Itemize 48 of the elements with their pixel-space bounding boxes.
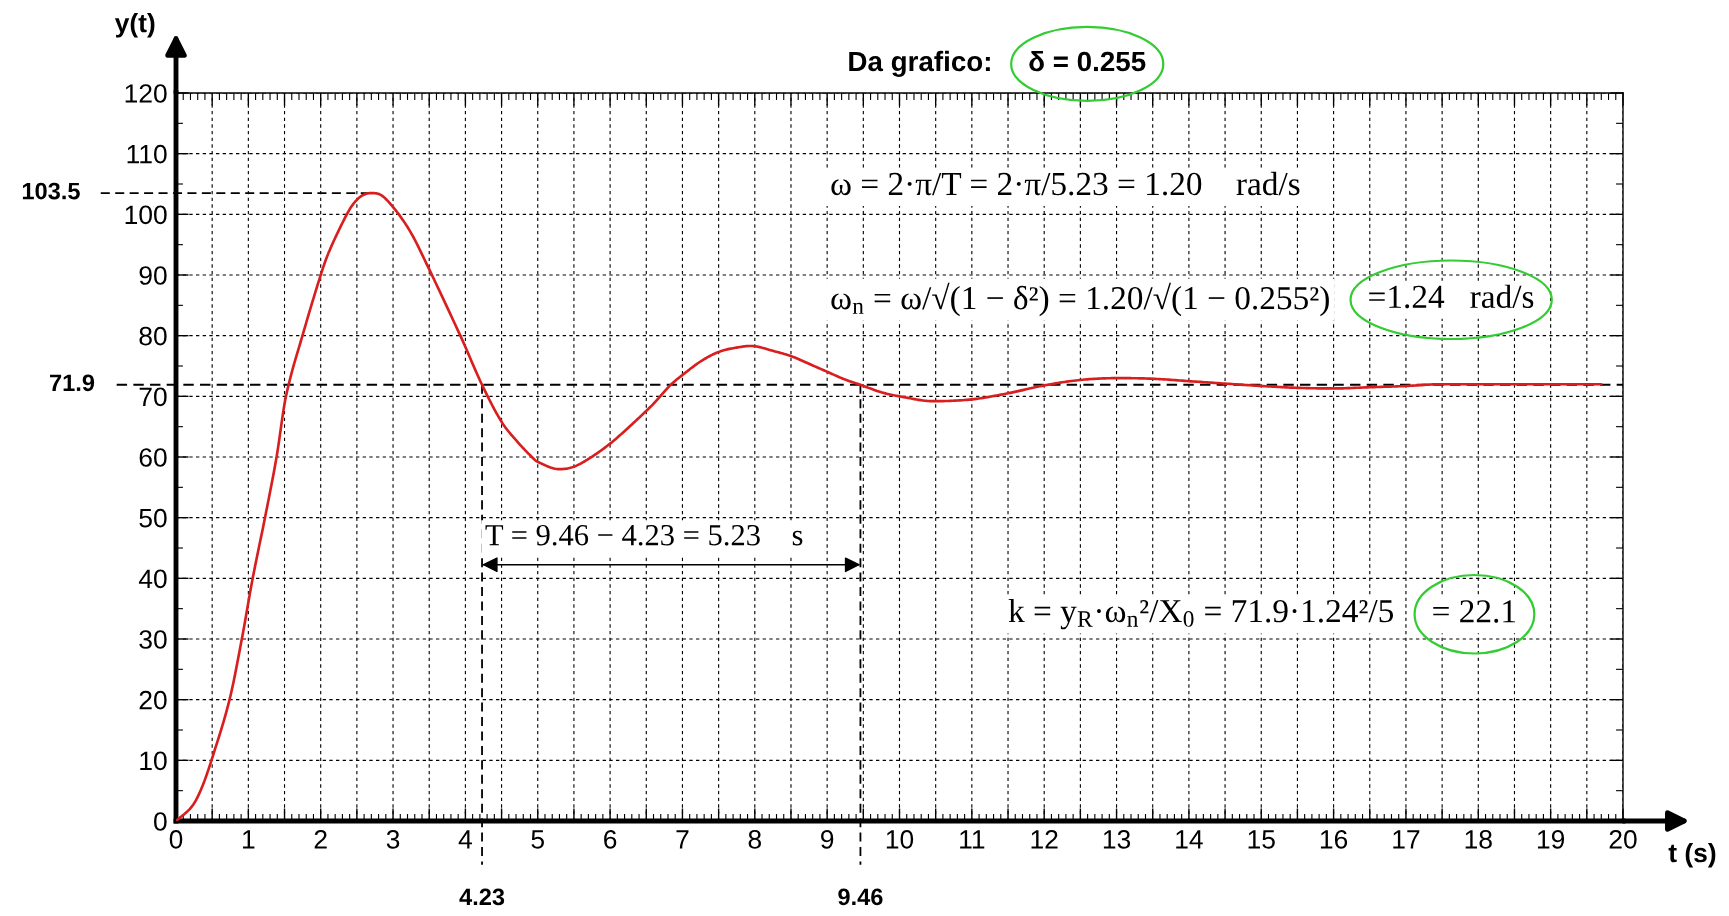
x-tick-label: 20 <box>1609 830 1637 849</box>
annotation: k = y$_{R}$·ω$_{n}$²/X$_{0}$ = 71.9·1.24²/5 <box>1008 598 1394 630</box>
y-tick-label: 100 <box>125 205 167 225</box>
x-tick-label: 0 <box>169 830 183 849</box>
annotation: ω$_{n}$ = ω/√(1 − δ²) = 1.20/√(1 − 0.255²) <box>831 282 1329 317</box>
y-tick-label: 90 <box>139 266 167 285</box>
x-tick-label: 13 <box>1103 830 1131 849</box>
x-tick-label: 14 <box>1176 830 1203 849</box>
y-tick-label: 50 <box>139 508 167 528</box>
y-tick-label: 40 <box>138 569 167 589</box>
annotation: = 22.1 <box>1433 600 1516 623</box>
annotation: ω = 2·π/T = 2·π/5.23 = 1.20 rad/s <box>831 171 1300 196</box>
x-tick-label: 18 <box>1465 830 1492 849</box>
x-tick-label: 7 <box>676 830 689 849</box>
y-axis-title: y(t) <box>114 13 155 38</box>
annotation: 103.5 <box>22 182 80 200</box>
annotation: =1.24 rad/s <box>1369 284 1534 309</box>
text: Da grafico: <box>849 50 990 77</box>
x-tick-label: 15 <box>1248 830 1275 849</box>
x-tick-label: 12 <box>1031 830 1058 849</box>
x-tick-label: 16 <box>1320 830 1348 849</box>
x-axis-title: t (s) <box>1668 842 1716 868</box>
y-tick-label: 60 <box>139 448 167 467</box>
x-tick-label: 2 <box>314 830 327 849</box>
ref-line-label: 71.9 <box>50 374 95 392</box>
annotation: T = 9.46 − 4.23 = 5.23 s <box>485 524 803 546</box>
y-tick-label: 110 <box>127 144 167 164</box>
y-tick-label: 30 <box>139 630 167 649</box>
x-tick-label: 1 <box>243 830 255 849</box>
x-tick-label: 3 <box>386 830 400 849</box>
y-tick-label: 10 <box>140 751 167 771</box>
y-tick-label: 120 <box>125 84 167 103</box>
annotation: 9.46 <box>838 888 883 906</box>
text: δ = 0.255 <box>1029 50 1146 72</box>
x-tick-label: 4 <box>458 830 472 849</box>
y-tick-label: 0 <box>154 812 167 831</box>
x-tick-label: 10 <box>886 830 914 849</box>
x-tick-label: 9 <box>821 830 834 849</box>
x-tick-label: 19 <box>1537 830 1565 849</box>
x-tick-label: 8 <box>748 830 761 849</box>
y-tick-label: 70 <box>139 387 167 407</box>
annotation: 4.23 <box>459 888 505 906</box>
x-tick-label: 5 <box>531 830 544 849</box>
x-tick-label: 11 <box>960 830 985 849</box>
x-tick-label: 6 <box>604 830 617 849</box>
y-tick-label: 20 <box>139 690 167 710</box>
x-tick-label: 17 <box>1393 830 1420 849</box>
y-tick-label: 80 <box>139 326 167 346</box>
